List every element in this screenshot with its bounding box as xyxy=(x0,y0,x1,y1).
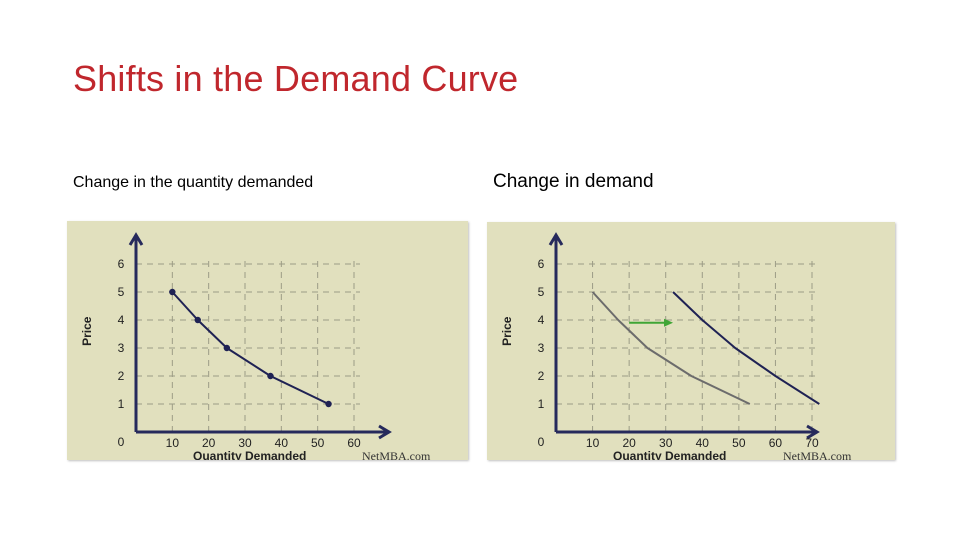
left-y-axis-arrow xyxy=(128,232,144,246)
left-y-tick-label: 5 xyxy=(118,285,125,299)
left-y-tick-label: 4 xyxy=(118,313,125,327)
left-data-point xyxy=(169,288,176,296)
left-x-tick-label: 50 xyxy=(311,436,325,450)
right-demand-curve-2 xyxy=(672,291,820,405)
right-y-tick-label: 5 xyxy=(538,285,545,299)
caption-change-in-demand: Change in demand xyxy=(493,171,654,192)
right-demand-curve-1 xyxy=(591,291,751,405)
right-y-tick-label: 2 xyxy=(538,369,545,383)
left-data-point xyxy=(325,400,332,408)
left-x-axis-arrow xyxy=(378,424,392,440)
left-data-point xyxy=(194,316,201,324)
left-x-tick-label: 10 xyxy=(166,436,180,450)
right-x-tick-label: 50 xyxy=(732,436,746,450)
left-y-tick-label: 3 xyxy=(118,341,125,355)
right-y-tick-label: 1 xyxy=(538,397,545,411)
left-x-tick-label: 30 xyxy=(238,436,252,450)
left-y-tick-label: 6 xyxy=(118,257,125,271)
chart-change-in-demand: 0 1 2 3 4 5 6 10 20 30 40 50 60 70 Quantity Demanded Pr… xyxy=(487,222,895,460)
left-data-point xyxy=(267,372,274,380)
right-y-tick-label: 3 xyxy=(538,341,545,355)
right-x-tick-label: 10 xyxy=(586,436,600,450)
right-x-tick-label: 70 xyxy=(805,436,819,450)
chart-quantity-demanded: 0 1 2 3 4 5 6 10 20 30 40 50 60 Quantity Demanded Pric… xyxy=(67,221,468,460)
left-data-point xyxy=(223,344,231,352)
right-y-axis-arrow xyxy=(548,232,564,246)
right-x-tick-label: 40 xyxy=(696,436,710,450)
right-y-tick-label: 6 xyxy=(538,257,545,271)
slide-title: Shifts in the Demand Curve xyxy=(73,58,519,99)
left-x-tick-label: 40 xyxy=(275,436,289,450)
left-y-tick-label: 2 xyxy=(118,369,125,383)
left-y-tick-label: 1 xyxy=(118,397,125,411)
left-y-axis-title: Price xyxy=(80,316,94,346)
right-shift-arrowhead xyxy=(664,318,674,327)
left-x-tick-label: 60 xyxy=(347,436,361,450)
right-x-tick-label: 60 xyxy=(769,436,783,450)
right-x-axis-title: Quantity Demanded xyxy=(613,449,726,460)
right-x-axis-arrow xyxy=(806,424,820,440)
left-x-tick-label: 20 xyxy=(202,436,216,450)
right-y-axis-title: Price xyxy=(500,316,514,346)
left-y-tick-label: 0 xyxy=(118,435,125,449)
right-x-tick-label: 30 xyxy=(659,436,673,450)
chart-right-svg: 0 1 2 3 4 5 6 10 20 30 40 50 60 70 Quantity Demanded Pr… xyxy=(500,232,852,460)
caption-quantity-demanded: Change in the quantity demanded xyxy=(73,174,314,191)
right-y-tick-label: 0 xyxy=(538,435,545,449)
left-x-axis-title: Quantity Demanded xyxy=(193,449,306,460)
right-watermark: NetMBA.com xyxy=(783,449,852,460)
chart-left-svg: 0 1 2 3 4 5 6 10 20 30 40 50 60 Quantity Demanded Pric… xyxy=(80,232,431,460)
right-x-tick-label: 20 xyxy=(622,436,636,450)
left-watermark: NetMBA.com xyxy=(362,449,431,460)
right-y-tick-label: 4 xyxy=(538,313,545,327)
